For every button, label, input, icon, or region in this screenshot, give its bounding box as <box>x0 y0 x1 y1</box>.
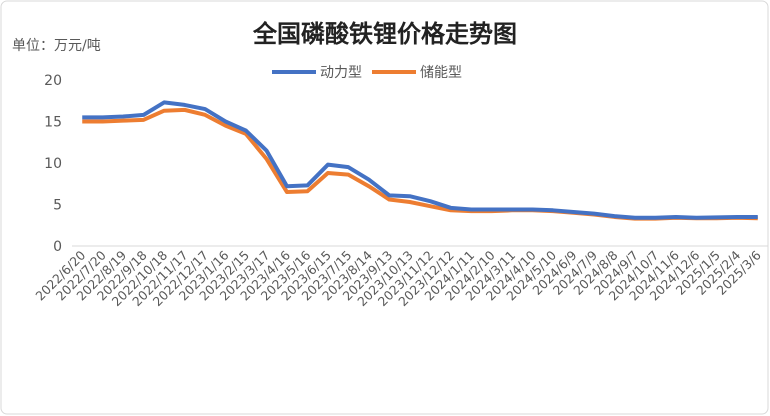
y-tick-label: 15 <box>44 115 62 131</box>
legend: 动力型 储能型 <box>272 65 462 81</box>
y-tick-label: 20 <box>44 73 62 89</box>
series-line <box>82 100 758 220</box>
unit-label: 单位：万元/吨 <box>12 38 101 54</box>
y-tick-label: 10 <box>44 156 62 172</box>
chart-title: 全国磷酸铁锂价格走势图 <box>252 19 517 48</box>
y-tick-label: 0 <box>53 239 62 255</box>
y-tick-label: 5 <box>53 198 62 214</box>
legend-label: 动力型 <box>320 65 362 81</box>
legend-label: 储能型 <box>420 65 462 81</box>
